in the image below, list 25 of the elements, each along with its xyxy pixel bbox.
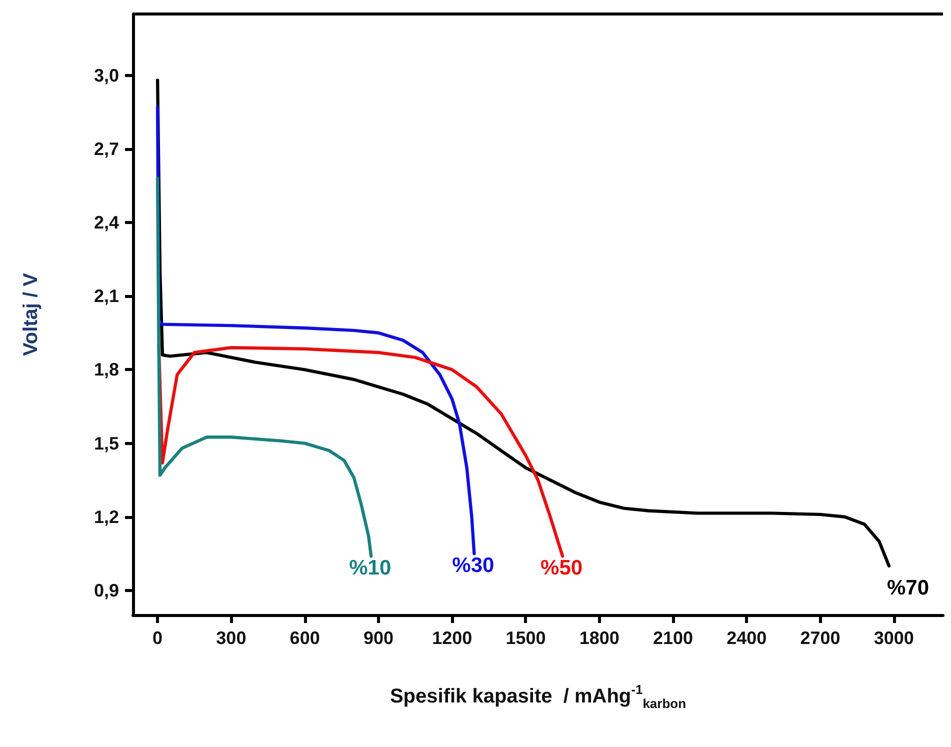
y-tick-label: 1,8 xyxy=(94,360,119,380)
x-tick-label: 900 xyxy=(363,628,394,648)
x-tick-label: 1200 xyxy=(432,628,472,648)
x-tick-label: 1500 xyxy=(506,628,546,648)
y-tick-label: 2,4 xyxy=(94,212,119,233)
y-tick-label: 2,7 xyxy=(94,138,119,159)
series-label: %50 xyxy=(540,556,583,580)
x-tick-label: 2700 xyxy=(800,628,840,648)
series-label: %10 xyxy=(349,556,392,580)
line-series xyxy=(156,176,373,558)
series-label: %70 xyxy=(887,576,930,600)
y-tick-label: 1,2 xyxy=(94,506,119,527)
y-tick-label: 3,0 xyxy=(94,65,119,86)
x-tick-label: 600 xyxy=(290,628,320,648)
x-tick-label: 2400 xyxy=(726,628,767,648)
y-tick-label: 2,1 xyxy=(94,286,119,306)
x-tick-label: 0 xyxy=(152,628,163,648)
x-tick-label: 3000 xyxy=(874,628,914,648)
x-tick-label: 2100 xyxy=(652,628,694,648)
x-tick-label: 300 xyxy=(216,628,246,648)
series-label: %30 xyxy=(452,554,494,578)
x-tick-label: 1800 xyxy=(579,628,620,648)
y-tick-label: 0,9 xyxy=(94,580,119,600)
y-axis-title: Voltaj / V xyxy=(20,272,42,356)
y-tick-label: 1,5 xyxy=(94,433,119,454)
